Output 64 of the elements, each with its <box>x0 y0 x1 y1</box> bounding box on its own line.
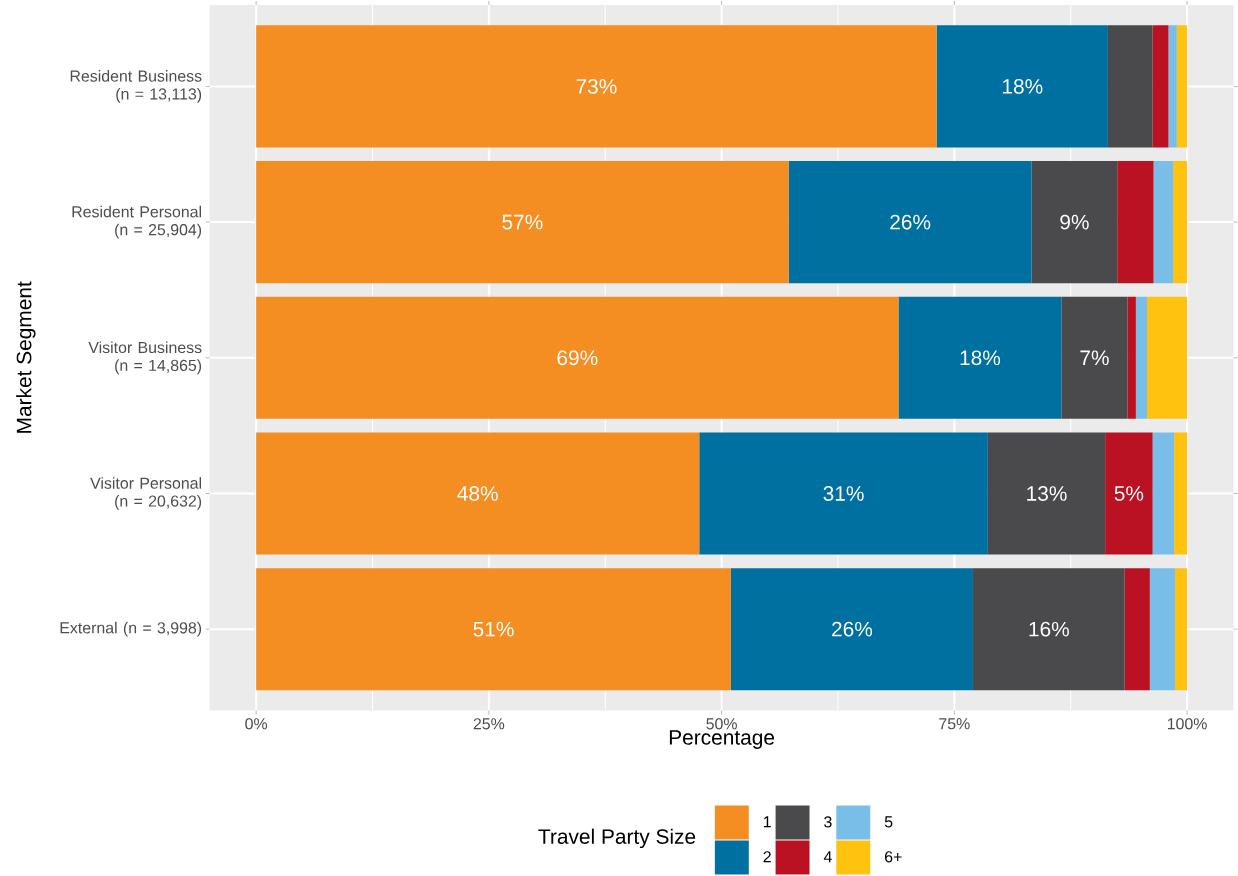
bar <box>936 25 1108 148</box>
x-axis-title: Percentage <box>669 730 775 749</box>
bar <box>1107 25 1153 148</box>
x-tick-label: 0% <box>245 717 268 730</box>
bar <box>1153 160 1174 283</box>
data-label: 7% <box>1080 350 1109 365</box>
bar <box>256 567 731 691</box>
legend-label: 1 <box>763 816 771 828</box>
bar <box>1174 567 1188 691</box>
bar <box>987 432 1106 555</box>
legend-label: 3 <box>824 816 832 828</box>
y-tick-label: Visitor Business (n = 14,865) <box>88 341 202 374</box>
bar <box>256 25 937 148</box>
data-label: 48% <box>457 485 498 501</box>
bar <box>1176 25 1188 148</box>
legend-label: 2 <box>763 850 771 863</box>
x-tick-label: 100% <box>1167 717 1207 730</box>
data-label: 18% <box>1002 78 1043 94</box>
data-label: 31% <box>823 485 864 501</box>
legend-label: 4 <box>823 851 832 862</box>
bar <box>972 567 1125 691</box>
bar <box>1124 567 1150 691</box>
data-label: 26% <box>832 621 873 637</box>
bar <box>1173 160 1188 283</box>
data-label: 5% <box>1114 485 1144 501</box>
bar <box>1149 567 1175 691</box>
y-axis-title: Market Segment <box>16 281 36 433</box>
data-label: 73% <box>576 78 617 94</box>
bar <box>256 296 899 419</box>
bar <box>788 160 1032 283</box>
bar <box>1147 296 1188 419</box>
x-tick-label: 50% <box>706 717 737 730</box>
x-tick-label: 75% <box>939 717 970 730</box>
bar <box>1135 296 1148 419</box>
bar <box>1168 25 1177 148</box>
data-label: 9% <box>1060 214 1089 230</box>
data-label: 57% <box>502 214 543 230</box>
x-tick-label: 25% <box>473 717 505 730</box>
data-label: 51% <box>473 621 514 637</box>
y-tick-label: Visitor Personal (n = 20,632) <box>90 476 202 510</box>
bar <box>1061 296 1128 419</box>
bar <box>1031 160 1118 283</box>
data-label: 13% <box>1027 485 1067 501</box>
y-tick-label: Resident Business (n = 13,113) <box>70 69 202 103</box>
bar <box>256 432 700 555</box>
bar <box>1152 25 1169 148</box>
data-label: 18% <box>960 350 1001 365</box>
bar <box>898 296 1062 419</box>
y-tick-label: External (n = 3,998) <box>60 621 202 637</box>
data-label: 26% <box>890 214 931 230</box>
bar <box>699 432 988 555</box>
bar <box>730 567 973 691</box>
y-tick-label: Resident Personal (n = 25,904) <box>72 205 202 239</box>
legend-title: Travel Party Size <box>538 828 696 848</box>
data-label: 16% <box>1029 621 1069 637</box>
bar <box>1152 432 1175 555</box>
bar <box>1174 432 1188 555</box>
legend-label: 5 <box>884 816 893 828</box>
bar <box>1127 296 1136 419</box>
legend-label: 6+ <box>885 850 902 863</box>
bar <box>256 160 789 283</box>
bar <box>1105 432 1153 555</box>
data-label: 69% <box>557 350 598 365</box>
bar <box>1117 160 1154 283</box>
